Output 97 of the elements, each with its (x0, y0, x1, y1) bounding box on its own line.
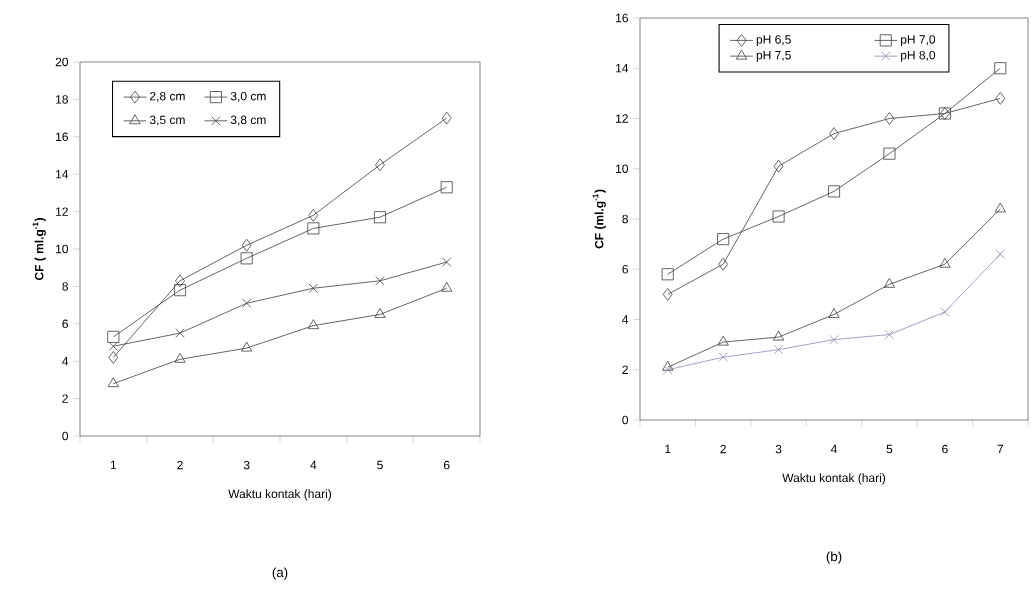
y-tick-label: 12 (56, 207, 68, 216)
point (307, 222, 320, 235)
x-tick-label: 4 (830, 444, 837, 454)
point (307, 319, 319, 330)
point (994, 202, 1006, 213)
y-tick-label: 0 (622, 415, 629, 425)
point (717, 233, 730, 246)
point (175, 328, 185, 338)
point (828, 185, 841, 198)
point (829, 127, 839, 140)
point (995, 92, 1006, 105)
y-tick-label: 2 (62, 394, 68, 403)
y-tick-label: 12 (616, 114, 628, 123)
point (884, 329, 895, 340)
x-tick-label: 5 (377, 460, 383, 470)
point (174, 352, 186, 363)
point (108, 341, 118, 351)
point (442, 257, 452, 267)
x-axis-title: Waktu kontak (hari) (228, 489, 332, 501)
x-tick-label: 7 (997, 444, 1004, 454)
point (441, 281, 453, 292)
point (175, 274, 185, 288)
x-tick-label: 5 (886, 444, 893, 454)
y-tick-label: 6 (622, 264, 628, 274)
x-tick-label: 6 (942, 444, 948, 454)
point (440, 181, 453, 194)
legend-label: 3,8 cm (230, 115, 266, 126)
point (108, 351, 119, 364)
point (939, 257, 951, 268)
y-axis-title: CF ( ml.g$^{-1}$) (32, 218, 46, 281)
legend-label: pH 6,5 (756, 35, 791, 47)
y-tick-label: 2 (622, 365, 628, 374)
y-tick-label: 16 (616, 13, 628, 23)
point (772, 330, 785, 341)
point (308, 208, 319, 222)
point (772, 210, 785, 223)
point (718, 257, 729, 271)
y-tick-label: 4 (622, 315, 629, 324)
point (240, 252, 253, 265)
y-tick-label: 16 (56, 132, 68, 142)
x-tick-label: 2 (177, 460, 183, 470)
point (374, 308, 386, 318)
point (773, 159, 784, 173)
point (241, 341, 253, 352)
point (374, 211, 386, 224)
point (241, 238, 252, 252)
y-tick-label: 10 (616, 164, 629, 173)
y-tick-label: 10 (56, 244, 69, 254)
point (829, 334, 839, 345)
y-axis-title: CF (ml.g$^{-1}$) (592, 189, 606, 249)
y-tick-label: 14 (616, 64, 629, 73)
point (773, 345, 784, 355)
point (883, 147, 896, 160)
point (375, 276, 385, 286)
point (718, 352, 728, 362)
point (940, 307, 950, 317)
point (884, 112, 895, 125)
x-tick-label: 4 (310, 460, 317, 470)
legend-label: 2,8 cm (150, 91, 185, 102)
point (242, 298, 252, 308)
point (663, 365, 673, 375)
point (174, 284, 186, 297)
legend-label: 3,0 cm (230, 91, 266, 102)
x-tick-label: 3 (243, 460, 250, 470)
text: (b) (826, 551, 842, 564)
y-tick-label: 8 (622, 214, 628, 224)
point (661, 268, 674, 281)
point (828, 308, 840, 318)
point (107, 330, 120, 343)
text: (a) (272, 567, 288, 580)
y-tick-label: 6 (62, 319, 68, 329)
y-tick-label: 18 (56, 95, 68, 104)
point (717, 335, 729, 346)
y-tick-label: 0 (62, 431, 69, 441)
x-tick-label: 1 (665, 444, 671, 454)
point (441, 111, 452, 125)
point (107, 377, 119, 388)
legend-label: pH 7,5 (756, 50, 791, 62)
y-tick-label: 20 (55, 57, 69, 67)
point (995, 249, 1005, 259)
x-axis-title: Waktu kontak (hari) (782, 473, 886, 485)
point (375, 158, 385, 172)
point (883, 277, 896, 288)
x-tick-label: 1 (110, 460, 117, 470)
legend-label: pH 7,0 (901, 35, 936, 47)
legend-label: pH 8,0 (901, 50, 936, 62)
x-tick-label: 2 (720, 444, 726, 454)
y-tick-label: 8 (62, 282, 68, 291)
y-tick-label: 14 (56, 170, 69, 179)
point (662, 360, 674, 371)
point (308, 283, 318, 293)
legend-label: 3,5 cm (149, 115, 185, 126)
x-tick-label: 6 (443, 460, 450, 470)
x-tick-label: 3 (775, 444, 782, 454)
point (662, 287, 673, 301)
y-tick-label: 4 (62, 357, 69, 366)
point (994, 62, 1007, 75)
